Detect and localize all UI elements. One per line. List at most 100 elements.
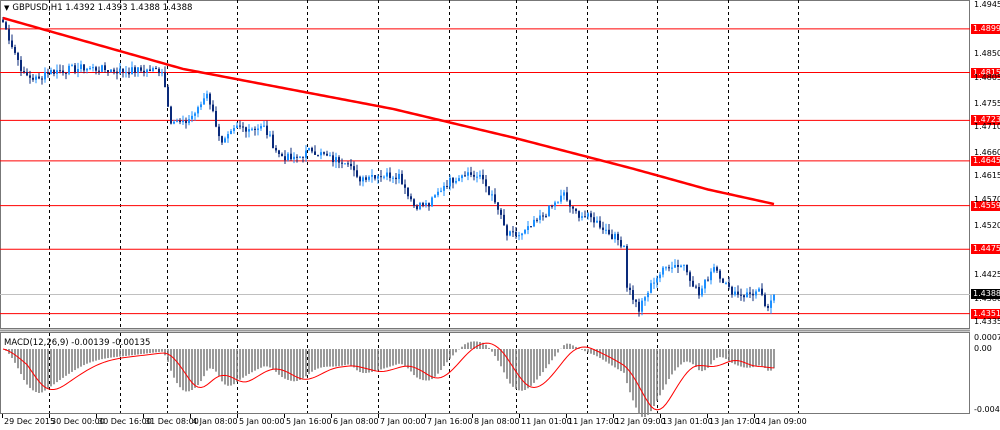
candle-body bbox=[440, 190, 442, 192]
candle-body bbox=[725, 282, 727, 284]
candle-body bbox=[299, 156, 301, 158]
price-axis-label: 1.4710 bbox=[974, 122, 1000, 132]
candle-body bbox=[233, 128, 235, 131]
candle-body bbox=[155, 68, 157, 70]
candle-body bbox=[584, 216, 586, 218]
candle-body bbox=[713, 267, 715, 272]
candle-body bbox=[284, 156, 286, 161]
candle-body bbox=[38, 76, 40, 79]
candle-body bbox=[278, 150, 280, 154]
candle-body bbox=[623, 246, 625, 248]
candle-body bbox=[644, 297, 646, 301]
candle-body bbox=[626, 246, 628, 288]
candle-body bbox=[65, 72, 67, 74]
candle-body bbox=[29, 75, 31, 78]
candle-body bbox=[434, 195, 436, 198]
candle-body bbox=[770, 300, 772, 308]
time-axis-label: 30 Dec 00:00 bbox=[51, 417, 105, 426]
candle-body bbox=[161, 72, 163, 74]
candle-body bbox=[662, 267, 664, 275]
time-axis-label: 8 Jan 08:00 bbox=[474, 417, 520, 426]
time-axis-label: 7 Jan 00:00 bbox=[380, 417, 426, 426]
candle-body bbox=[329, 155, 331, 157]
candle-body bbox=[422, 202, 424, 206]
candle-body bbox=[410, 196, 412, 200]
candle-body bbox=[14, 46, 16, 53]
candle-body bbox=[665, 267, 667, 269]
candle-body bbox=[431, 197, 433, 207]
candle-body bbox=[23, 71, 25, 73]
macd-signal-line bbox=[2, 342, 775, 411]
candle-body bbox=[578, 211, 580, 218]
candle-body bbox=[365, 177, 367, 180]
candle-body bbox=[227, 134, 229, 139]
candle-body bbox=[767, 306, 769, 308]
candle-body bbox=[587, 213, 589, 217]
candle-body bbox=[353, 166, 355, 171]
candle-body bbox=[398, 173, 400, 180]
candle-body bbox=[419, 202, 421, 210]
candle-body bbox=[542, 215, 544, 217]
candle-body bbox=[764, 294, 766, 307]
candle-body bbox=[617, 233, 619, 241]
time-axis-label: 31 Dec 08:00 bbox=[145, 417, 199, 426]
candle-body bbox=[317, 154, 319, 156]
moving-average-line bbox=[2, 16, 775, 206]
candle-body bbox=[26, 72, 28, 76]
dropdown-arrow-icon[interactable]: ▼ bbox=[4, 4, 10, 12]
candle-body bbox=[680, 265, 682, 267]
price-axis-label: 1.4805 bbox=[974, 72, 1000, 82]
candle-body bbox=[320, 152, 322, 156]
candle-body bbox=[371, 175, 373, 177]
candle-body bbox=[230, 130, 232, 135]
candle-body bbox=[461, 175, 463, 179]
candle-body bbox=[497, 202, 499, 210]
candle-body bbox=[533, 219, 535, 227]
candle-body bbox=[707, 279, 709, 281]
candle-body bbox=[173, 121, 175, 124]
candle-body bbox=[11, 40, 13, 47]
candle-body bbox=[32, 77, 34, 80]
candle-body bbox=[749, 292, 751, 294]
candle-body bbox=[314, 151, 316, 155]
candle-body bbox=[110, 69, 112, 73]
main-panel-frame bbox=[0, 0, 970, 329]
candle-body bbox=[572, 206, 574, 209]
candle-body bbox=[674, 264, 676, 268]
candle-body bbox=[347, 163, 349, 165]
candle-body bbox=[326, 153, 328, 156]
candle-body bbox=[485, 179, 487, 187]
candle-body bbox=[755, 291, 757, 296]
candle-body bbox=[269, 134, 271, 136]
candle-body bbox=[467, 172, 469, 176]
time-axis-label: 12 Jan 09:00 bbox=[615, 417, 666, 426]
candle-body bbox=[359, 176, 361, 182]
candle-body bbox=[251, 128, 253, 130]
macd-axis-label: 0.00 bbox=[974, 344, 992, 353]
candle-body bbox=[575, 208, 577, 212]
candle-body bbox=[590, 213, 592, 218]
candle-body bbox=[92, 67, 94, 69]
candle-body bbox=[632, 290, 634, 300]
candle-body bbox=[650, 283, 652, 293]
time-axis-label: 11 Jan 01:00 bbox=[521, 417, 572, 426]
candle-body bbox=[554, 202, 556, 207]
candle-body bbox=[404, 184, 406, 188]
candle-body bbox=[80, 64, 82, 69]
candle-body bbox=[74, 65, 76, 72]
candle-body bbox=[479, 174, 481, 177]
candle-body bbox=[647, 292, 649, 298]
candle-body bbox=[248, 129, 250, 132]
candle-body bbox=[239, 125, 241, 127]
candle-body bbox=[107, 70, 109, 73]
candle-body bbox=[509, 231, 511, 236]
candle-body bbox=[620, 240, 622, 247]
time-axis-label: 5 Jan 00:00 bbox=[239, 417, 285, 426]
price-axis-label: 1.4570 bbox=[974, 194, 1000, 204]
candle-body bbox=[263, 125, 265, 127]
candle-body bbox=[62, 70, 64, 73]
candle-body bbox=[95, 67, 97, 71]
candle-body bbox=[59, 70, 61, 72]
